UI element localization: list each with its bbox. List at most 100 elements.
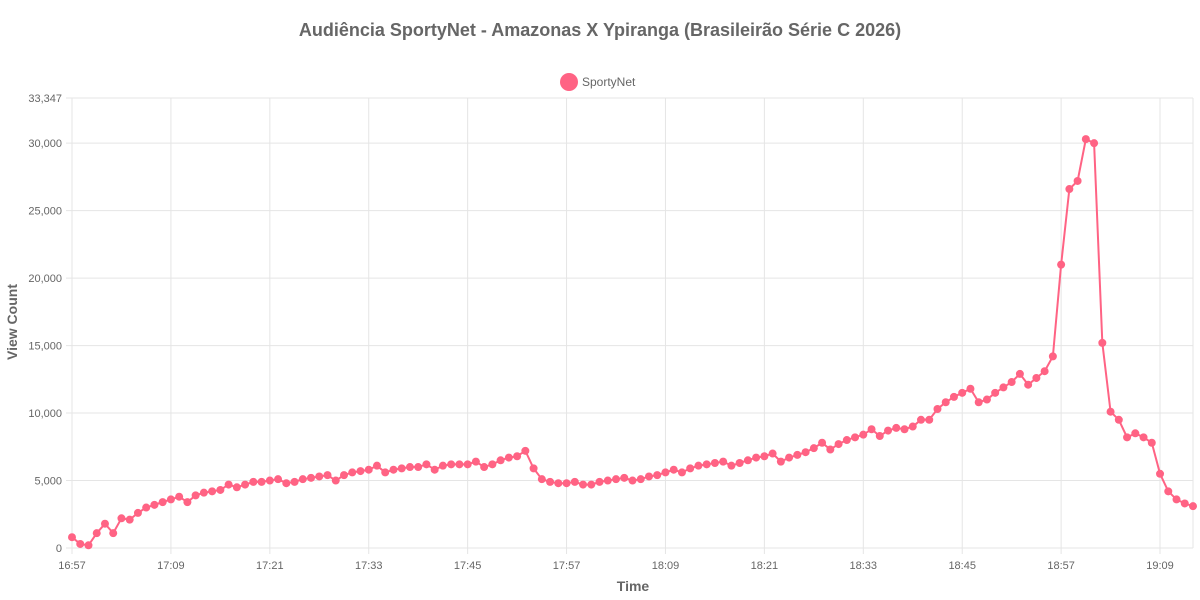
data-point [315,472,324,481]
x-tick-labels: 16:57 17:09 17:21 17:33 17:45 17:57 18:09 18:21… [58,560,1174,572]
data-point [1180,499,1189,508]
data-point [323,471,332,480]
data-point [653,471,662,480]
data-point [1098,338,1107,347]
data-point [414,463,423,472]
data-point [546,477,555,486]
data-point [76,539,85,548]
data-point [274,475,283,484]
x-tick-label: 17:09 [157,560,185,572]
data-point [587,480,596,489]
y-tick-label: 0 [56,543,62,555]
data-point [504,453,513,462]
data-point [381,468,390,477]
data-point [686,464,695,473]
data-point [892,423,901,432]
data-point [1032,373,1041,382]
data-point [389,465,398,474]
data-point [1057,260,1066,269]
data-point [183,498,192,507]
data-point [307,473,316,482]
data-point [513,452,522,461]
data-point [809,444,818,453]
y-tick-label: 20,000 [28,273,62,285]
x-tick-label: 17:33 [355,560,383,572]
data-point [372,461,381,470]
data-point [537,475,546,484]
data-point [1015,369,1024,378]
data-point [570,477,579,486]
data-point [438,461,447,470]
data-point [298,475,307,484]
x-gridlines [71,98,1194,554]
data-point [908,422,917,431]
legend-marker [560,73,578,91]
data-point [496,456,505,465]
data-point [100,519,109,528]
y-tick-label: 30,000 [28,138,62,150]
data-point [801,448,810,457]
data-point [348,468,357,477]
data-point [925,415,934,424]
data-point [529,464,538,473]
data-point [1189,502,1197,511]
data-point [191,491,200,500]
data-point [933,405,942,414]
data-point [68,533,76,542]
data-point [133,508,142,517]
data-point [900,425,909,434]
data-point [109,529,118,538]
data-point [620,473,629,482]
data-point [232,483,241,492]
data-point [793,450,802,459]
x-tick-label: 17:45 [454,560,482,572]
x-tick-label: 17:57 [553,560,581,572]
data-point [364,465,373,474]
data-point [710,458,719,467]
data-point [958,388,967,397]
data-point [1090,139,1099,148]
data-point [480,463,489,472]
x-tick-label: 18:21 [751,560,779,572]
data-point [422,460,431,469]
data-point [117,514,126,523]
data-point [760,452,769,461]
data-point [1123,433,1132,442]
data-point [1131,429,1140,438]
data-point [735,458,744,467]
data-point [999,383,1008,392]
data-point [216,485,225,494]
data-point [142,503,151,512]
data-point [463,460,472,469]
x-tick-label: 18:09 [652,560,680,572]
data-point [1081,135,1090,144]
data-point [916,415,925,424]
x-tick-label: 19:09 [1146,560,1174,572]
data-point [521,446,530,455]
data-point [669,465,678,474]
data-point [562,479,571,488]
data-point [1172,495,1181,504]
data-point [257,477,266,486]
data-point [743,456,752,465]
data-point [884,426,893,435]
legend[interactable]: SportyNet [560,73,636,91]
x-axis-title: Time [617,578,650,594]
y-axis-title: View Count [4,284,20,360]
data-point [1065,185,1074,194]
data-point [628,476,637,485]
data-point [175,492,184,501]
data-point [867,425,876,434]
data-point [125,515,134,524]
data-point [430,465,439,474]
data-point [974,398,983,407]
data-point [290,477,299,486]
data-point [785,453,794,462]
data-point [158,498,167,507]
data-point [834,440,843,449]
legend-label: SportyNet [582,75,636,89]
data-point [1106,407,1115,416]
chart-title: Audiência SportyNet - Amazonas X Ypirang… [299,20,901,40]
data-point [661,468,670,477]
data-point [340,471,349,480]
